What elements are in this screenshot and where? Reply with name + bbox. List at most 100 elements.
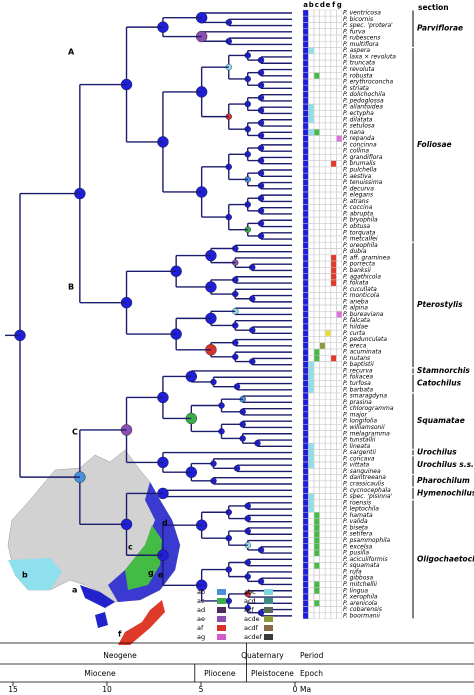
area-cell xyxy=(330,210,337,218)
area-cell xyxy=(319,66,326,73)
area-cell xyxy=(336,537,342,544)
area-cell xyxy=(336,41,342,48)
area-cell xyxy=(336,600,342,607)
area-cell xyxy=(314,512,320,519)
area-cell xyxy=(330,386,337,393)
area-cell xyxy=(330,593,337,601)
area-cell xyxy=(330,562,337,569)
area-cell xyxy=(308,462,314,469)
area-cell xyxy=(302,524,309,532)
area-cell xyxy=(319,361,326,368)
area-cell xyxy=(308,581,314,588)
taxon-label: P. aestiva xyxy=(343,173,372,180)
area-cell xyxy=(319,593,326,601)
area-cell xyxy=(308,85,314,92)
taxon-label: P. mitchellii xyxy=(343,581,377,588)
area-cell xyxy=(319,480,326,488)
taxon-label: P. recurva xyxy=(343,367,373,374)
area-cell xyxy=(308,286,314,293)
area-cell xyxy=(319,242,326,249)
area-cell xyxy=(325,279,331,287)
area-cell xyxy=(302,568,309,576)
area-cell xyxy=(302,198,309,205)
area-cell xyxy=(325,286,331,293)
area-cell xyxy=(330,116,337,123)
area-cell xyxy=(314,593,320,601)
area-cell xyxy=(302,587,309,594)
area-cell xyxy=(302,185,309,192)
area-cell xyxy=(336,562,342,569)
area-cell xyxy=(308,53,314,61)
area-cell xyxy=(302,248,309,255)
area-cell xyxy=(330,355,337,362)
area-cell xyxy=(325,273,331,280)
area-cell xyxy=(330,242,337,249)
area-cell xyxy=(325,223,331,230)
area-cell xyxy=(325,16,331,23)
area-cell xyxy=(314,587,320,594)
area-cell xyxy=(336,267,342,274)
area-cell xyxy=(336,317,342,324)
area-cell xyxy=(336,487,342,494)
taxon-label: P. ectypha xyxy=(343,110,374,117)
area-cell xyxy=(314,267,320,274)
area-cell xyxy=(330,493,337,500)
area-cell xyxy=(302,348,309,356)
area-cell xyxy=(336,22,342,29)
taxon-label: P. atrans xyxy=(343,198,369,205)
area-cell xyxy=(319,22,326,29)
area-cell xyxy=(314,336,320,343)
area-cell xyxy=(302,305,309,312)
area-cell xyxy=(308,399,314,406)
clade-label: B xyxy=(68,283,74,292)
area-cell xyxy=(308,179,314,186)
area-cell xyxy=(302,242,309,249)
area-cell xyxy=(302,217,309,224)
taxon-label: P. laxa × revoluta xyxy=(343,53,396,60)
area-cell xyxy=(336,242,342,249)
legend-swatch xyxy=(264,634,273,640)
area-cell xyxy=(336,462,342,469)
area-cell xyxy=(314,242,320,249)
area-cell xyxy=(314,386,320,393)
taxon-label: P. cycnocephala xyxy=(343,487,391,494)
area-cell xyxy=(325,336,331,343)
area-cell xyxy=(308,91,314,98)
area-cell xyxy=(325,66,331,73)
area-cell xyxy=(319,430,326,437)
area-cell xyxy=(336,374,342,381)
area-cell xyxy=(319,518,326,525)
area-cell xyxy=(302,462,309,469)
area-cell xyxy=(319,311,326,318)
taxon-label: P. hamata xyxy=(343,512,373,519)
area-cell xyxy=(336,575,342,582)
area-cell xyxy=(336,273,342,280)
area-cell xyxy=(308,568,314,576)
area-cell xyxy=(336,524,342,532)
area-cell xyxy=(308,261,314,268)
legend-label: acdf xyxy=(244,624,259,632)
taxon-label: P. chlorogramma xyxy=(343,405,394,412)
area-cell xyxy=(330,292,337,299)
area-cell xyxy=(336,148,342,155)
area-cell xyxy=(314,348,320,356)
area-cell xyxy=(330,405,337,412)
area-cell xyxy=(308,487,314,494)
taxon-label: P. pedunculata xyxy=(343,336,387,343)
area-cell xyxy=(330,154,337,161)
area-cell xyxy=(330,487,337,494)
area-cell xyxy=(336,28,342,35)
area-cell xyxy=(319,342,326,349)
area-cell xyxy=(302,41,309,48)
area-cell xyxy=(325,342,331,349)
area-cell xyxy=(336,248,342,255)
area-cell xyxy=(330,342,337,349)
taxon-label: P. elegans xyxy=(343,192,373,199)
area-cell xyxy=(325,531,331,538)
area-cell xyxy=(336,261,342,268)
area-cell xyxy=(319,449,326,456)
area-cell xyxy=(330,380,337,387)
area-cell xyxy=(314,531,320,538)
area-cell xyxy=(330,581,337,588)
area-cell xyxy=(314,323,320,331)
